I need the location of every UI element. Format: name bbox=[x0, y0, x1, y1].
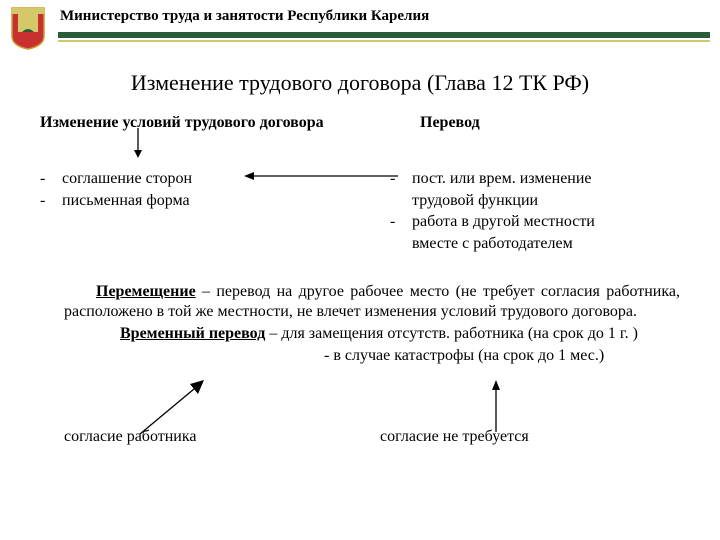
consent-required: согласие работника bbox=[64, 428, 380, 446]
page-title: Изменение трудового договора (Глава 12 Т… bbox=[0, 70, 720, 96]
arrow-up-icon bbox=[486, 378, 506, 436]
subhead-transfer: Перевод bbox=[420, 114, 680, 132]
right-column: - пост. или врем. изменение трудовой фун… bbox=[390, 168, 690, 254]
term-relocation: Перемещение bbox=[96, 283, 196, 300]
para-relocation: Перемещение – перевод на другое рабочее … bbox=[64, 282, 680, 322]
left-column: - соглашение сторон - письменная форма bbox=[40, 168, 390, 254]
left-item-text: соглашение сторон bbox=[62, 168, 192, 190]
header-rule-dark bbox=[58, 32, 710, 38]
right-item-text: вместе с работодателем bbox=[412, 233, 573, 255]
term-temp-transfer: Временный перевод bbox=[120, 325, 265, 342]
subhead-conditions: Изменение условий трудового договора bbox=[40, 114, 420, 132]
header-rule-light bbox=[58, 40, 710, 42]
para-temp-transfer: Временный перевод – для замещения отсутс… bbox=[64, 324, 680, 344]
emblem-icon bbox=[8, 6, 48, 50]
header-title: Министерство труда и занятости Республик… bbox=[60, 8, 720, 25]
list-item: - соглашение сторон bbox=[40, 168, 390, 190]
list-item: - пост. или врем. изменение bbox=[390, 168, 690, 190]
list-item: вместе с работодателем bbox=[390, 233, 690, 255]
list-item: - работа в другой местности bbox=[390, 211, 690, 233]
list-item: - письменная форма bbox=[40, 190, 390, 212]
consent-not-required: согласие не требуется bbox=[380, 428, 680, 446]
left-item-text: письменная форма bbox=[62, 190, 190, 212]
para-catastrophe: - в случае катастрофы (на срок до 1 мес.… bbox=[64, 346, 680, 366]
body-paragraphs: Перемещение – перевод на другое рабочее … bbox=[0, 282, 720, 366]
right-item-text: пост. или врем. изменение bbox=[412, 168, 592, 190]
right-item-text: работа в другой местности bbox=[412, 211, 595, 233]
right-item-text: трудовой функции bbox=[412, 190, 538, 212]
list-item: трудовой функции bbox=[390, 190, 690, 212]
